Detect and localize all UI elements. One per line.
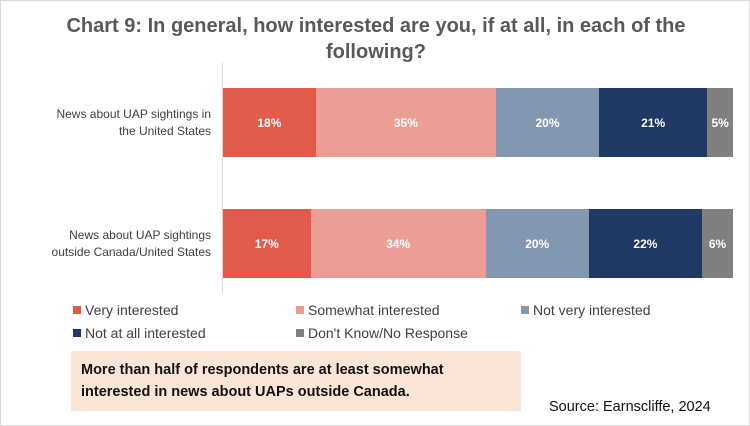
value-label: 17%: [254, 236, 279, 251]
axis-line: [222, 63, 223, 293]
bar-segment: 35%: [315, 88, 497, 157]
legend-swatch: [296, 306, 304, 314]
bar-segment: 5%: [707, 88, 733, 157]
legend-label: Not very interested: [533, 302, 651, 318]
legend-item: Not very interested: [521, 302, 651, 318]
source: Source: Earnscliffe, 2024: [549, 399, 711, 415]
note: More than half of respondents are at lea…: [71, 351, 521, 411]
category-label: News about UAP sightings in the United S…: [56, 106, 211, 138]
bar-segment: 20%: [496, 88, 600, 157]
bar-segment: 21%: [599, 88, 708, 157]
bar-segment: 17%: [223, 209, 311, 278]
bar-segment: 34%: [310, 209, 486, 278]
legend-label: Somewhat interested: [308, 302, 440, 318]
bar-segment: 20%: [485, 209, 589, 278]
legend-label: Not at all interested: [85, 325, 206, 341]
legend-swatch: [73, 306, 81, 314]
legend-swatch: [521, 306, 529, 314]
bar-segment: 6%: [702, 209, 733, 278]
value-label: 20%: [535, 115, 560, 130]
legend-item: Very interested: [73, 302, 178, 318]
value-label: 22%: [633, 236, 658, 251]
legend-swatch: [73, 329, 81, 337]
legend-item: Somewhat interested: [296, 302, 440, 318]
value-label: 6%: [708, 236, 727, 251]
bar-segment: 18%: [223, 88, 316, 157]
legend-swatch: [296, 329, 304, 337]
chart-title: Chart 9: In general, how interested are …: [66, 15, 686, 63]
value-label: 35%: [393, 115, 418, 130]
bar-segment: 22%: [588, 209, 703, 278]
value-label: 34%: [386, 236, 411, 251]
category-label: News about UAP sightings outside Canada/…: [51, 227, 211, 259]
value-label: 20%: [525, 236, 550, 251]
value-label: 5%: [711, 115, 729, 130]
value-label: 18%: [257, 115, 282, 130]
legend-label: Very interested: [85, 302, 179, 318]
value-label: 21%: [641, 115, 666, 130]
legend-label: Don't Know/No Response: [308, 325, 468, 341]
legend-item: Not at all interested: [73, 325, 206, 341]
legend-item: Don't Know/No Response: [296, 325, 468, 341]
